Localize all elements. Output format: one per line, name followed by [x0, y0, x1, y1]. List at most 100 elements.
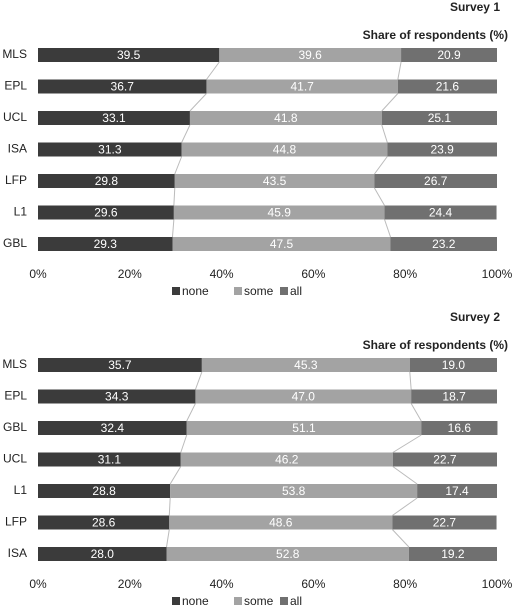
connector: [206, 61, 220, 80]
value-label: 47.5: [270, 237, 294, 251]
value-label: 19.0: [442, 358, 466, 372]
value-label: 23.9: [430, 143, 454, 157]
x-tick-label: 80%: [393, 577, 417, 591]
bar-segment: [38, 515, 170, 530]
value-label: 32.4: [101, 421, 125, 435]
value-label: 41.8: [274, 111, 298, 125]
chart-subtitle: Share of respondents (%): [363, 338, 508, 352]
value-label: 45.3: [294, 358, 318, 372]
connector: [381, 124, 388, 143]
bar-segment: [219, 48, 402, 62]
legend-label: all: [290, 594, 302, 606]
value-label: 44.8: [273, 143, 297, 157]
x-tick-label: 0%: [29, 267, 47, 281]
value-label: 26.7: [424, 174, 448, 188]
bar-segment: [173, 205, 385, 220]
value-label: 16.6: [448, 421, 472, 435]
x-tick-label: 60%: [301, 267, 325, 281]
bar-segment: [38, 142, 182, 157]
legend-label: some: [244, 594, 274, 606]
bar-segment: [38, 421, 187, 435]
bar-segment: [374, 174, 497, 188]
chart-subtitle: Share of respondents (%): [363, 28, 508, 42]
connector: [174, 156, 183, 175]
category-label: GBL: [3, 420, 27, 434]
value-label: 45.9: [268, 206, 292, 220]
x-tick-label: 100%: [482, 577, 512, 591]
bar-segment: [206, 79, 398, 94]
value-label: 20.9: [437, 48, 461, 62]
bar-segment: [417, 484, 497, 498]
value-label: 22.7: [433, 453, 457, 467]
connector: [180, 434, 188, 453]
value-label: 17.4: [445, 484, 469, 498]
x-tick-label: 60%: [301, 577, 325, 591]
value-label: 24.4: [429, 206, 453, 220]
value-label: 53.8: [282, 484, 306, 498]
bar-segment: [421, 421, 498, 435]
category-label: MLS: [2, 357, 27, 371]
category-label: MLS: [2, 47, 27, 61]
bar-segment: [38, 174, 175, 188]
value-label: 35.7: [108, 358, 132, 372]
bar-segment: [174, 174, 375, 188]
connector: [171, 219, 175, 238]
chart-title: Survey 1: [450, 0, 500, 14]
connector: [374, 187, 385, 206]
value-label: 43.5: [263, 174, 287, 188]
value-label: 18.7: [442, 390, 466, 404]
category-label: LFP: [5, 515, 27, 529]
bar-segment: [38, 79, 207, 94]
bar-segment: [181, 142, 388, 157]
bar-segment: [170, 484, 418, 498]
category-label: GBL: [3, 236, 27, 250]
value-label: 47.0: [292, 390, 316, 404]
bar-segment: [189, 111, 382, 125]
legend-swatch: [234, 597, 242, 605]
bar-segment: [384, 205, 497, 220]
bar-segment: [38, 111, 190, 125]
value-label: 28.8: [92, 484, 116, 498]
bar-segment: [38, 389, 196, 404]
category-label: EPL: [4, 79, 27, 93]
value-label: 19.2: [441, 547, 465, 561]
value-label: 25.1: [428, 111, 452, 125]
connector: [392, 434, 422, 453]
legend-swatch: [172, 287, 180, 295]
connector: [391, 529, 410, 548]
connector: [194, 371, 203, 390]
legend-swatch: [172, 597, 180, 605]
value-label: 36.7: [111, 80, 135, 94]
value-label: 34.3: [105, 390, 129, 404]
x-tick-label: 40%: [210, 577, 234, 591]
legend-swatch: [280, 597, 288, 605]
value-label: 48.6: [269, 516, 293, 530]
value-label: 28.0: [91, 547, 115, 561]
connector: [392, 497, 418, 516]
x-tick-label: 40%: [210, 267, 234, 281]
connector: [186, 403, 196, 422]
bar-segment: [381, 111, 497, 125]
value-label: 52.8: [276, 547, 300, 561]
bar-segment: [401, 48, 497, 62]
bar-segment: [38, 48, 220, 62]
legend-swatch: [280, 287, 288, 295]
connector: [410, 403, 422, 422]
bar-segment: [38, 547, 167, 561]
value-label: 41.7: [290, 80, 314, 94]
value-label: 46.2: [275, 453, 299, 467]
x-tick-label: 100%: [482, 267, 512, 281]
bar-segment: [390, 237, 497, 251]
connector: [189, 93, 207, 112]
connector: [381, 93, 399, 112]
bar-segment: [409, 358, 497, 372]
bar-segment: [387, 142, 497, 157]
value-label: 28.6: [92, 516, 116, 530]
bar-segment: [408, 547, 497, 561]
bar-segment: [397, 79, 497, 94]
value-label: 23.2: [432, 237, 456, 251]
value-label: 33.1: [102, 111, 126, 125]
connector: [374, 156, 388, 175]
bar-segment: [172, 237, 391, 251]
